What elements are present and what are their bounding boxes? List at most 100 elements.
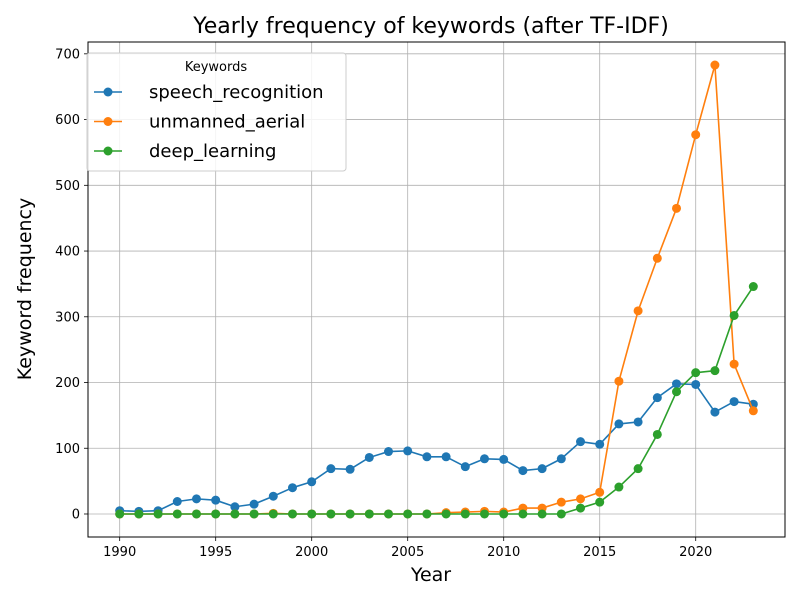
data-point [441, 509, 451, 519]
legend-label: unmanned_aerial [149, 112, 305, 133]
data-point [211, 509, 221, 519]
y-tick-label: 400 [55, 245, 80, 260]
x-tick-label: 2005 [391, 545, 424, 560]
legend-label: speech_recognition [149, 82, 324, 103]
data-point [576, 494, 586, 504]
data-point [134, 509, 144, 519]
data-point [499, 454, 509, 464]
data-point [268, 491, 278, 501]
data-point [422, 452, 432, 462]
data-point [537, 509, 547, 519]
data-point [383, 447, 393, 457]
data-point [191, 494, 201, 504]
series-line [119, 383, 754, 513]
data-point [710, 366, 720, 376]
data-point [556, 509, 566, 519]
data-point [691, 130, 701, 140]
data-point [710, 60, 720, 70]
data-point [249, 509, 259, 519]
data-point [441, 452, 451, 462]
data-point [537, 464, 547, 474]
data-point [460, 509, 470, 519]
data-point [556, 497, 566, 507]
data-point [595, 487, 605, 497]
data-point [691, 379, 701, 389]
data-point [172, 497, 182, 507]
y-tick-label: 0 [72, 507, 80, 522]
chart-title: Yearly frequency of keywords (after TF-I… [192, 14, 669, 39]
data-point [403, 446, 413, 456]
data-point [748, 282, 758, 292]
data-point [460, 462, 470, 472]
data-point [518, 509, 528, 519]
series-speech-recognition [115, 379, 758, 516]
legend-marker [103, 87, 113, 97]
data-point [691, 368, 701, 378]
data-point [729, 359, 739, 369]
data-point [576, 437, 586, 447]
x-axis-label: Year [410, 564, 451, 586]
data-point [710, 407, 720, 417]
data-point [326, 509, 336, 519]
data-point [287, 483, 297, 493]
data-point [633, 464, 643, 474]
data-point [652, 253, 662, 263]
data-point [672, 387, 682, 397]
data-point [633, 417, 643, 427]
x-tick-label: 2020 [679, 545, 712, 560]
axes-layer: 1990 1995 2000 2005 2010 2015 2020 0 100 200 300 40… [55, 47, 712, 560]
legend-item-speech-recognition: speech_recognition [94, 82, 324, 103]
legend-marker [103, 146, 113, 156]
data-point [230, 509, 240, 519]
data-point [307, 477, 317, 487]
y-tick-label: 700 [55, 47, 80, 62]
data-point [614, 419, 624, 429]
x-tick-label: 2000 [295, 545, 328, 560]
legend-item-unmanned-aerial: unmanned_aerial [94, 112, 305, 133]
data-point [230, 502, 240, 512]
data-point [614, 482, 624, 492]
data-point [403, 509, 413, 519]
data-point [422, 509, 432, 519]
data-point [172, 509, 182, 519]
data-point [614, 376, 624, 386]
y-tick-label: 200 [55, 376, 80, 391]
y-axis-label: Keyword frequency [14, 198, 36, 381]
data-point [287, 509, 297, 519]
legend-label: deep_learning [149, 141, 276, 162]
legend-title: Keywords [185, 60, 248, 75]
series-deep-learning [115, 282, 758, 519]
data-point [576, 503, 586, 513]
data-point [595, 497, 605, 507]
data-point [652, 429, 662, 439]
data-point [595, 439, 605, 449]
data-point [249, 499, 259, 509]
y-tick-label: 600 [55, 113, 80, 128]
data-point [364, 452, 374, 462]
legend-item-deep-learning: deep_learning [94, 141, 276, 162]
legend-marker [103, 117, 113, 126]
data-point [383, 509, 393, 519]
data-point [652, 393, 662, 403]
data-point [364, 509, 374, 519]
y-tick-label: 100 [55, 442, 80, 457]
data-point [672, 379, 682, 389]
data-point [211, 495, 221, 505]
series-line [119, 286, 754, 515]
x-tick-label: 1995 [199, 545, 232, 560]
legend: Keywords speech_recognition unmanned_aeri… [86, 52, 347, 172]
x-tick-label: 1990 [103, 545, 136, 560]
data-point [153, 509, 163, 519]
series-layer [115, 60, 758, 519]
x-tick-label: 2010 [487, 545, 520, 560]
y-tick-label: 500 [55, 179, 80, 194]
data-point [748, 406, 758, 416]
data-point [345, 464, 355, 474]
data-point [729, 397, 739, 407]
data-point [729, 310, 739, 320]
data-point [672, 203, 682, 213]
legend-box [86, 52, 347, 172]
data-point [191, 509, 201, 519]
x-tick-label: 2015 [583, 545, 616, 560]
